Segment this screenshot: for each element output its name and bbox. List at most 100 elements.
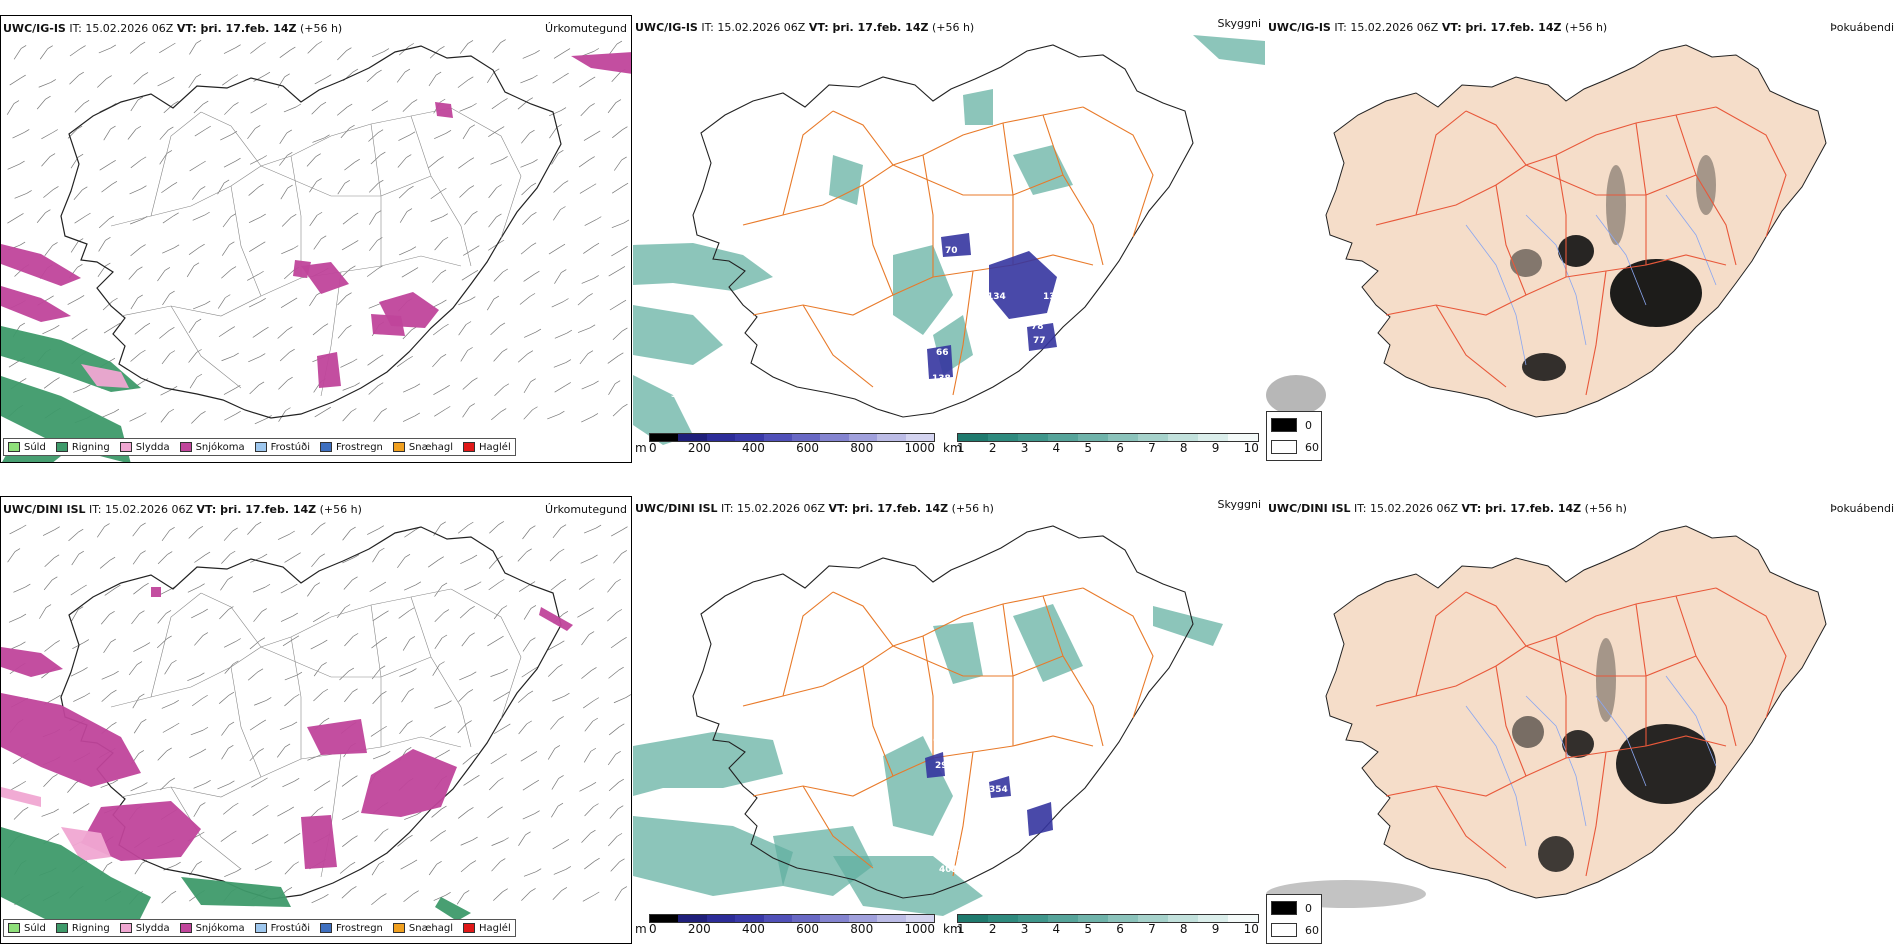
fog-legend-label: 60 <box>1305 923 1319 937</box>
wind-barb-flag <box>414 412 421 417</box>
wind-barb-flag <box>503 383 510 388</box>
precip-area <box>317 352 341 388</box>
wind-barb <box>581 670 592 679</box>
wind-barb <box>222 77 234 86</box>
wind-barb-flag <box>319 553 325 558</box>
wind-barb-flag <box>438 156 444 160</box>
scale-color-step <box>958 434 988 441</box>
wind-barb-flag <box>53 833 60 837</box>
wind-barb <box>579 785 592 792</box>
wind-barb-flag <box>260 298 266 302</box>
wind-barb-flag <box>530 605 537 609</box>
wind-barb-flag <box>171 182 178 186</box>
wind-barb-flag <box>351 886 357 890</box>
wind-barb <box>280 586 293 594</box>
wind-barb <box>581 634 590 646</box>
wind-barb <box>429 49 440 59</box>
fog-legend-row: 0 <box>1271 418 1312 432</box>
precip-area <box>435 897 471 921</box>
wind-barb-flag <box>141 719 147 723</box>
road-line <box>922 635 934 758</box>
wind-barb <box>463 778 475 786</box>
road-line <box>1042 114 1104 266</box>
wind-barb-flag <box>48 295 54 300</box>
wind-barb <box>252 586 266 593</box>
wind-barb-flag <box>500 858 506 862</box>
wind-barb <box>100 614 110 625</box>
cloud-base-label: 70 <box>945 246 958 256</box>
wind-barb <box>579 353 589 365</box>
wind-barb <box>193 782 206 789</box>
wind-barb <box>337 183 346 195</box>
wind-barb-flag <box>139 610 145 614</box>
wind-barb-flag <box>504 691 510 695</box>
scale-unit: km <box>943 922 962 936</box>
wind-barb <box>612 406 623 417</box>
wind-barb <box>284 864 295 875</box>
wind-barb <box>223 387 236 395</box>
wind-barb <box>464 584 477 591</box>
wind-barb-flag <box>144 322 151 327</box>
scale-ticks: 1 2 3 4 5 6 7 8 9 10 <box>957 441 1259 455</box>
wind-barb <box>523 331 537 338</box>
wind-barb <box>71 609 79 622</box>
wind-barb-flag <box>468 157 475 162</box>
wind-barb <box>398 134 411 141</box>
wind-barb <box>313 665 322 677</box>
wind-barb <box>579 79 591 88</box>
legend-item: Frostregn <box>320 923 383 934</box>
wind-barb-flag <box>621 637 627 641</box>
cloud-base-label: 297 <box>935 761 954 771</box>
wind-barb-flag <box>111 181 118 185</box>
wind-barb <box>163 103 174 114</box>
wind-barb <box>157 750 167 761</box>
fog-area <box>1616 724 1716 804</box>
fog-legend-label: 60 <box>1305 440 1319 454</box>
wind-barb-flag <box>316 41 323 45</box>
wind-barb-flag <box>113 408 120 413</box>
wind-barb <box>130 352 141 362</box>
wind-barb <box>309 181 317 193</box>
wind-barb <box>580 557 593 564</box>
wind-barb-flag <box>199 672 205 677</box>
road-line <box>802 785 874 869</box>
legend-swatch <box>179 923 192 933</box>
wind-barb-flag <box>472 211 478 215</box>
wind-barb-flag <box>20 45 27 49</box>
wind-barb-flag <box>557 802 564 807</box>
wind-barb-flag <box>54 377 60 381</box>
wind-barb-flag <box>349 861 356 866</box>
wind-barb-flag <box>113 670 119 675</box>
wind-barb-flag <box>406 746 412 751</box>
wind-barb-flag <box>78 550 84 555</box>
wind-barb <box>42 529 55 536</box>
wind-barb <box>430 833 442 842</box>
wind-barb <box>554 332 567 339</box>
scale-tick-label: 8 <box>1179 441 1188 455</box>
wind-barb <box>72 642 85 649</box>
wind-barb <box>491 840 504 846</box>
wind-barb-flag <box>225 294 231 298</box>
wind-barb-flag <box>562 180 569 185</box>
wind-barb-flag <box>352 775 358 780</box>
wind-barb-flag <box>530 182 537 187</box>
wind-barb-flag <box>621 886 628 890</box>
wind-barb <box>432 664 440 676</box>
wind-barb <box>194 128 206 137</box>
wind-barb <box>133 645 146 652</box>
wind-barb-flag <box>493 295 500 300</box>
road-line <box>370 123 382 266</box>
wind-barb-flag <box>235 384 241 389</box>
scale-tick-label: 600 <box>796 922 820 936</box>
road-line <box>832 591 894 647</box>
wind-barb-flag <box>324 611 330 616</box>
wind-barb <box>372 613 384 622</box>
wind-barb <box>397 837 408 847</box>
cloud-base-area <box>989 776 1011 798</box>
legend-label: Frostúði <box>270 441 310 453</box>
wind-barb-flag <box>593 380 599 385</box>
scale-color-step <box>792 434 821 441</box>
cloud-base-area <box>925 752 945 778</box>
wind-barb-flag <box>534 270 540 275</box>
scale-unit: m <box>635 441 647 455</box>
